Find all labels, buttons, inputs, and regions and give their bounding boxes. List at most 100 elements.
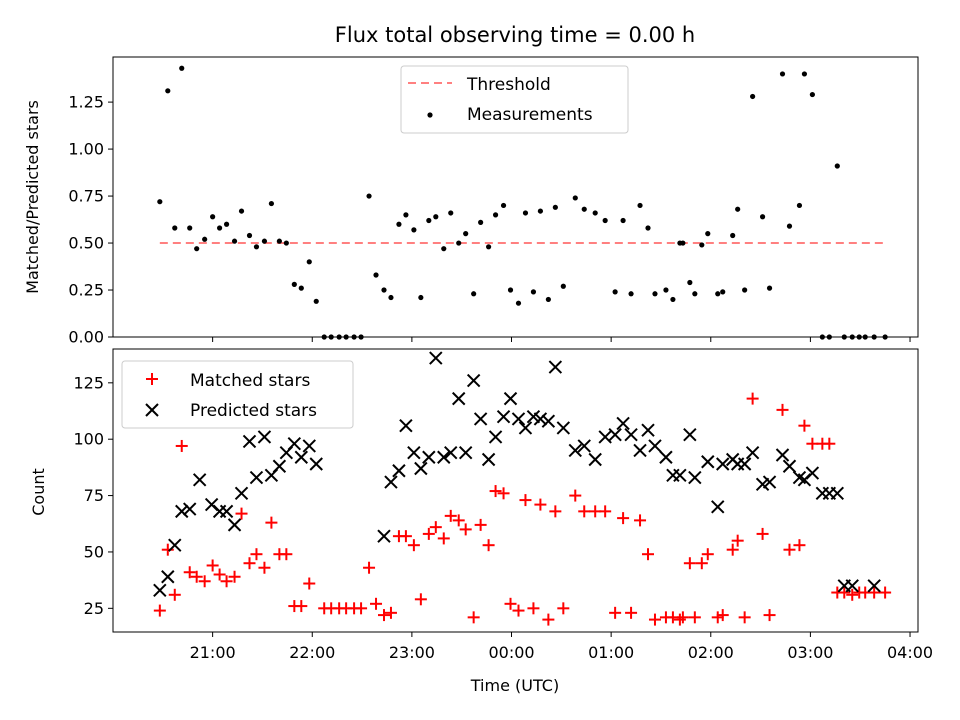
matched-point [557,602,570,615]
matched-point [198,575,211,588]
predicted-point [737,457,752,471]
predicted-point-b [673,468,687,482]
bottom-x-tick-label: 03:00 [787,643,833,662]
predicted-point-b [805,466,820,480]
predicted-point [577,439,591,453]
measurement-point [492,212,499,218]
measurement-point [441,246,447,252]
predicted-point [598,430,612,444]
predicted-point-b [309,457,323,471]
predicted-point [452,391,466,406]
matched-point [474,518,487,531]
matched-point [625,606,638,619]
predicted-point [716,457,730,471]
predicted-point-b [737,457,752,471]
predicted-point-b [762,475,777,489]
matched-point [868,586,881,599]
measurement-point [388,294,394,301]
measurement-point [179,65,185,71]
measurement-point [670,296,676,303]
predicted-point [429,351,443,365]
matched-point [459,523,472,536]
matched-point [489,485,502,498]
predicted-point [805,466,820,480]
bottom-y-tick-label: 25 [84,599,104,618]
matched-point [377,609,390,622]
predicted-point [782,459,797,473]
predicted-point-b [830,486,845,501]
bottom-x-axis-label: Time (UTC) [470,676,559,695]
measurement-point [418,294,424,301]
measurement-point [572,195,578,201]
predicted-point-b [716,457,730,471]
predicted-point-b [414,461,428,476]
predicted-point [867,579,881,593]
predicted-point-b [503,391,518,406]
matched-point [756,527,769,540]
predicted-point-b [287,437,302,451]
measurement-point [592,210,598,216]
predicted-point-b [168,538,182,552]
predicted-point-b [496,409,511,424]
measurement-point [552,204,558,210]
matched-point [519,494,532,507]
measurement-point [246,232,253,239]
measurement-point [663,287,669,293]
measurement-point [366,193,372,199]
measurement-point [730,232,736,239]
predicted-point [616,416,630,431]
matched-point [569,489,582,502]
predicted-point [377,529,391,543]
predicted-point-b [588,452,602,467]
matched-point [243,557,256,570]
bottom-axes-frame [112,348,919,633]
matched-point [695,557,708,570]
measurement-point [628,291,634,297]
predicted-point [496,409,511,424]
predicted-point-b [452,391,466,406]
top-legend: Threshold Measurements [400,65,629,134]
predicted-point [488,430,503,444]
measurement-point [403,212,409,218]
measurement-point [478,219,484,225]
predicted-point [294,450,309,464]
predicted-point-b [204,497,219,512]
predicted-point [762,475,777,489]
predicted-point-b [227,518,242,532]
matched-point [161,543,174,556]
matched-point [250,548,263,561]
predicted-point [458,446,473,460]
measurement-point [433,214,439,220]
matched-point [280,548,293,561]
bottom-x-tick-label: 02:00 [688,643,734,662]
measurement-point [238,208,245,214]
top-y-tick-label: 0.50 [68,234,104,253]
matched-point [407,539,420,552]
predicted-point-b [488,430,503,444]
predicted-point [745,446,760,460]
matched-point [175,439,188,452]
matched-point [504,597,517,610]
predicted-point-b [711,500,725,514]
measurement-point [253,244,260,250]
matched-point [444,509,457,522]
predicted-point [287,437,302,451]
matched-point [482,539,495,552]
measurement-point [779,71,786,77]
predicted-point-b [845,579,859,593]
predicted-point-b [648,439,662,453]
measurement-point [194,246,200,252]
bottom-y-tick-label: 50 [84,542,104,561]
measurement-point [759,214,766,220]
measurement-point [411,227,417,233]
predicted-point-b [466,373,481,388]
bottom-x-tick-label: 04:00 [887,643,933,662]
predicted-point-b [384,475,398,489]
predicted-point-b [577,439,591,453]
predicted-point-b [526,409,541,424]
predicted-point [161,570,175,584]
matched-point [399,530,412,543]
predicted-point-b [867,579,881,593]
bottom-y-tick-label: 100 [73,430,104,449]
matched-point [370,597,383,610]
